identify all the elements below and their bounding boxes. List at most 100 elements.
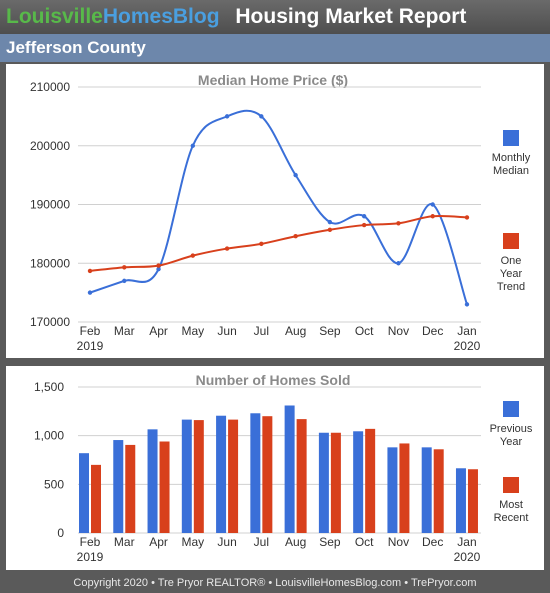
data-point <box>361 222 367 228</box>
median-price-panel: Median Home Price ($) 170000 180000 190000 2… <box>6 64 544 358</box>
x-tick-label: Dec <box>422 324 443 338</box>
homes-sold-panel: Number of Homes Sold 0 500 1,000 1,500 Feb Mar… <box>6 366 544 570</box>
legend-label: Most <box>499 499 523 511</box>
x-tick-label: Nov <box>388 535 409 549</box>
data-point <box>396 221 401 226</box>
x-tick-label: Mar <box>114 535 135 549</box>
data-point <box>224 246 230 251</box>
y-tick-label: 210000 <box>30 80 70 94</box>
bar <box>228 419 239 533</box>
data-point <box>122 265 127 270</box>
bar <box>318 432 329 533</box>
legend-label: Trend <box>497 281 525 293</box>
homes-sold-chart: Number of Homes Sold 0 500 1,000 1,500 Feb Mar… <box>34 372 533 564</box>
x-tick-label: May <box>181 535 204 549</box>
legend-swatch <box>503 233 519 249</box>
x-tick-label: Jun <box>217 535 236 549</box>
bar <box>91 464 101 533</box>
bar <box>365 428 376 533</box>
median-price-chart: Median Home Price ($) 170000 180000 190000 2… <box>30 72 531 353</box>
brand-homesblog: HomesBlog <box>102 5 220 28</box>
data-point <box>87 290 93 295</box>
x-tick-label: Mar <box>114 324 135 338</box>
bar <box>216 415 227 533</box>
bar <box>250 413 261 533</box>
bar <box>467 469 478 533</box>
legend-swatch <box>503 401 519 417</box>
data-point <box>190 253 196 258</box>
x-year-label: 2020 <box>454 339 481 353</box>
data-point <box>224 114 230 119</box>
x-year-label: 2019 <box>77 339 104 353</box>
bar <box>387 447 398 533</box>
x-tick-label: May <box>181 324 204 338</box>
data-point <box>259 241 264 247</box>
bar <box>147 429 158 533</box>
x-tick-label: Dec <box>422 535 443 549</box>
bar <box>113 440 124 533</box>
x-tick-label: Sep <box>319 324 341 338</box>
x-tick-label: Aug <box>285 535 306 549</box>
x-tick-label: Aug <box>285 324 306 338</box>
bar <box>330 432 341 533</box>
data-point <box>156 266 161 272</box>
brand-louisville: Louisville <box>6 5 103 28</box>
bar <box>79 453 89 533</box>
data-point <box>464 302 470 307</box>
data-point <box>293 234 298 239</box>
county-name: Jefferson County <box>6 38 146 57</box>
x-year-label: 2020 <box>454 550 481 564</box>
bar <box>296 419 307 533</box>
footer: Copyright 2020 • Tre Pryor REALTOR® • Lo… <box>73 577 477 589</box>
bar <box>399 443 410 533</box>
y-tick-label: 190000 <box>30 198 70 212</box>
bar <box>284 405 295 533</box>
data-point <box>87 268 93 274</box>
legend-label: One <box>501 255 522 267</box>
x-tick-label: Sep <box>319 535 341 549</box>
x-tick-label: Oct <box>355 535 374 549</box>
legend-label: Year <box>500 268 523 280</box>
bar <box>455 468 466 533</box>
legend-label: Median <box>493 165 529 177</box>
county-bar: Jefferson County <box>0 34 550 62</box>
y-tick-label: 0 <box>57 526 64 540</box>
bar <box>193 420 204 533</box>
y-tick-label: 200000 <box>30 139 70 153</box>
bar <box>181 419 192 533</box>
chart-title: Median Home Price ($) <box>198 72 348 88</box>
data-point <box>259 114 264 119</box>
x-tick-label: Jul <box>254 324 269 338</box>
legend-swatch <box>503 130 519 146</box>
x-tick-label: Feb <box>80 535 101 549</box>
bar <box>159 441 170 533</box>
x-tick-label: Apr <box>149 324 168 338</box>
y-tick-label: 180000 <box>30 256 70 270</box>
data-point <box>156 263 161 268</box>
data-point <box>430 214 435 219</box>
report-title: Housing Market Report <box>235 5 467 28</box>
bar <box>433 449 444 533</box>
bar <box>262 416 273 533</box>
x-tick-label: Jun <box>217 324 236 338</box>
x-tick-label: Oct <box>355 324 374 338</box>
y-tick-label: 500 <box>44 477 64 491</box>
data-point <box>361 214 367 219</box>
legend-label: Previous <box>490 423 533 435</box>
y-tick-label: 170000 <box>30 315 70 329</box>
data-point <box>327 227 333 232</box>
report-header: LouisvilleHomesBlog Housing Market Repor… <box>0 0 550 34</box>
y-tick-label: 1,000 <box>34 429 64 443</box>
legend-label: Year <box>500 436 523 448</box>
x-tick-label: Nov <box>388 324 409 338</box>
data-point <box>122 278 127 284</box>
data-point <box>396 261 401 266</box>
x-year-label: 2019 <box>77 550 104 564</box>
data-point <box>190 143 196 148</box>
y-tick-label: 1,500 <box>34 380 64 394</box>
x-tick-label: Feb <box>80 324 101 338</box>
data-point <box>430 202 435 207</box>
chart-title: Number of Homes Sold <box>196 372 351 388</box>
x-tick-label: Jul <box>254 535 269 549</box>
legend-swatch <box>503 477 519 493</box>
